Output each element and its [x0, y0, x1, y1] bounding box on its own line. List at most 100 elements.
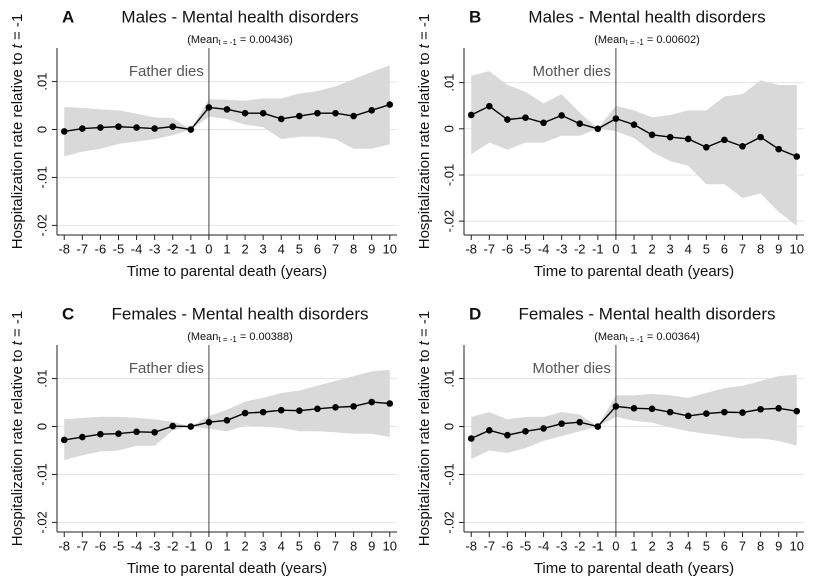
y-tick-label: 0 [441, 423, 456, 430]
x-tick-label: 3 [667, 538, 674, 553]
x-tick-label: 10 [383, 538, 397, 553]
x-tick-label: -1 [185, 538, 197, 553]
point [721, 408, 728, 416]
x-tick-label: -2 [167, 538, 179, 553]
x-tick-label: 10 [383, 241, 397, 256]
point [187, 126, 195, 133]
x-tick-label: 5 [703, 241, 710, 256]
x-tick-label: 1 [223, 241, 230, 256]
point [594, 125, 602, 133]
x-axis-label: Time to parental death (years) [127, 263, 327, 280]
x-tick-label: -4 [538, 241, 550, 256]
confidence-band [471, 71, 797, 226]
x-tick-label: 6 [721, 241, 728, 256]
y-axis-label: Hospitalization rate relative to t = -1 [9, 14, 26, 250]
y-tick-label: .01 [441, 370, 456, 388]
panel-subtitle: (Meant = -1 = 0.00364) [594, 331, 700, 344]
x-tick-label: -7 [484, 241, 496, 256]
y-axis-label-part: Hospitalization rate relative to [9, 48, 26, 249]
y-tick-label: -.01 [441, 463, 456, 485]
panel-title: Males - Mental health disorders [121, 7, 358, 26]
x-tick-label: 4 [278, 538, 285, 553]
x-tick-label: 5 [296, 241, 303, 256]
panel: B Males - Mental health disorders(Meant =… [416, 7, 804, 279]
point [630, 121, 638, 128]
point [241, 109, 249, 117]
x-tick-label: 7 [739, 241, 746, 256]
point [133, 124, 140, 131]
point [504, 116, 511, 123]
point [60, 128, 68, 135]
x-tick-label: 9 [368, 241, 375, 256]
x-tick-label: 4 [278, 241, 285, 256]
x-tick-label: -5 [113, 241, 125, 256]
x-tick-label: 7 [332, 538, 339, 553]
x-tick-label: 4 [685, 538, 692, 553]
y-axis-label: Hospitalization rate relative to t = -1 [416, 311, 433, 547]
y-tick-label: -.01 [34, 463, 49, 485]
panel-letter: B [469, 7, 481, 26]
point [666, 408, 674, 416]
y-axis-label-part: Hospitalization rate relative to [9, 345, 26, 546]
panel-letter: A [62, 7, 74, 26]
x-tick-label: -8 [58, 538, 70, 553]
x-tick-label: -7 [77, 538, 89, 553]
y-tick-label: .01 [34, 73, 49, 91]
x-tick-label: -8 [465, 241, 477, 256]
x-tick-label: -7 [77, 241, 89, 256]
point [296, 112, 303, 120]
point [594, 423, 602, 430]
x-tick-label: 9 [775, 538, 782, 553]
point [332, 404, 339, 411]
point [60, 436, 68, 444]
panel-subtitle: (Meant = -1 = 0.00388) [187, 331, 293, 344]
x-tick-label: -6 [95, 538, 107, 553]
y-tick-label: -.02 [34, 511, 49, 533]
x-tick-label: -1 [592, 538, 604, 553]
y-axis-label-part: t [416, 43, 433, 48]
x-tick-label: -6 [502, 538, 514, 553]
point [467, 111, 475, 119]
x-tick-label: 3 [260, 538, 267, 553]
point [97, 124, 104, 131]
point [151, 428, 158, 436]
point [314, 109, 321, 117]
x-tick-label: -8 [58, 241, 70, 256]
y-tick-label: .01 [34, 370, 49, 388]
x-tick-label: -4 [538, 538, 550, 553]
x-tick-label: -2 [167, 241, 179, 256]
point [223, 416, 231, 424]
point [259, 408, 267, 416]
point [368, 398, 375, 406]
x-tick-label: 0 [612, 538, 619, 553]
point [684, 135, 692, 143]
x-tick-label: 4 [685, 241, 692, 256]
x-tick-label: 10 [790, 538, 804, 553]
x-tick-label: 8 [350, 538, 357, 553]
x-tick-label: 5 [296, 538, 303, 553]
panel: A Males - Mental health disorders(Meant =… [9, 7, 397, 279]
x-tick-label: 5 [703, 538, 710, 553]
point [486, 427, 493, 434]
y-tick-label: -.01 [34, 166, 49, 188]
point [666, 133, 674, 141]
point [630, 404, 638, 412]
subtitle-subscript: t = -1 [218, 38, 237, 47]
point [793, 407, 801, 415]
point [97, 430, 104, 438]
x-tick-label: -5 [113, 538, 125, 553]
x-tick-label: -7 [484, 538, 496, 553]
point [522, 114, 529, 122]
y-tick-label: -.02 [441, 511, 456, 533]
panel-title: Females - Mental health disorders [111, 304, 368, 323]
x-tick-label: 0 [612, 241, 619, 256]
subtitle-text: (Mean [187, 331, 218, 343]
point [169, 422, 177, 430]
subtitle-text: = 0.00436) [237, 34, 293, 46]
subtitle-subscript: t = -1 [218, 335, 237, 344]
x-tick-label: 7 [332, 241, 339, 256]
point [684, 412, 692, 420]
x-tick-label: 2 [648, 538, 655, 553]
point [612, 115, 620, 122]
